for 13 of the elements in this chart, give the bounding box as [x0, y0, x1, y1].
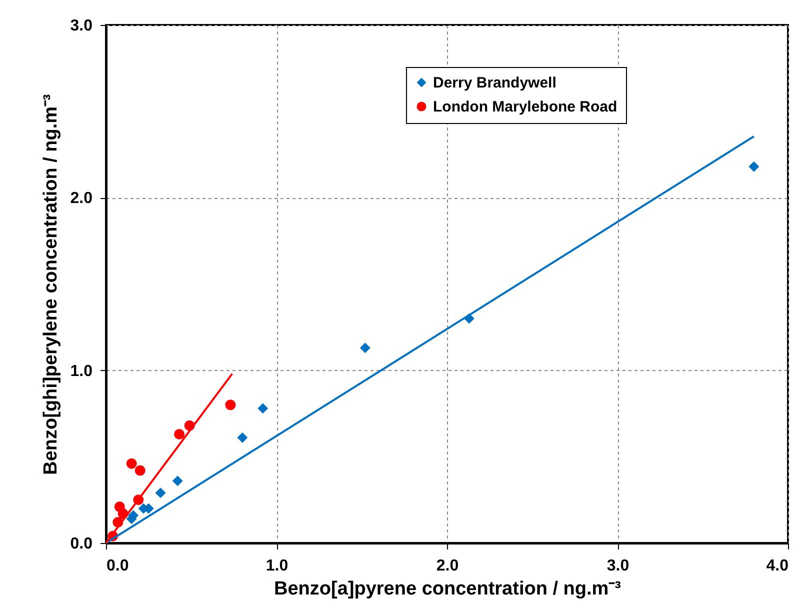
y-tick-label: 3.0 [70, 18, 93, 34]
x-tick-label: 2.0 [436, 558, 459, 574]
legend-label: Derry Brandywell [433, 74, 556, 92]
y-tick-label: 0.0 [70, 536, 93, 552]
x-tick-label: 1.0 [266, 558, 288, 574]
x-tick-label: 3.0 [606, 558, 630, 574]
x-tick-label: 0.0 [106, 558, 129, 574]
y-tick-label: 2.0 [70, 190, 93, 208]
y-axis-title: Benzo[ghi]perylene concentration / ng.m⁻³ [40, 94, 62, 475]
x-axis-title: Benzo[a]pyrene concentration / ng.m⁻³ [274, 578, 621, 600]
legend-label: London Marylebone Road [433, 98, 618, 116]
y-tick-label: 1.0 [70, 362, 93, 380]
x-tick-label: 4.0 [766, 558, 789, 574]
